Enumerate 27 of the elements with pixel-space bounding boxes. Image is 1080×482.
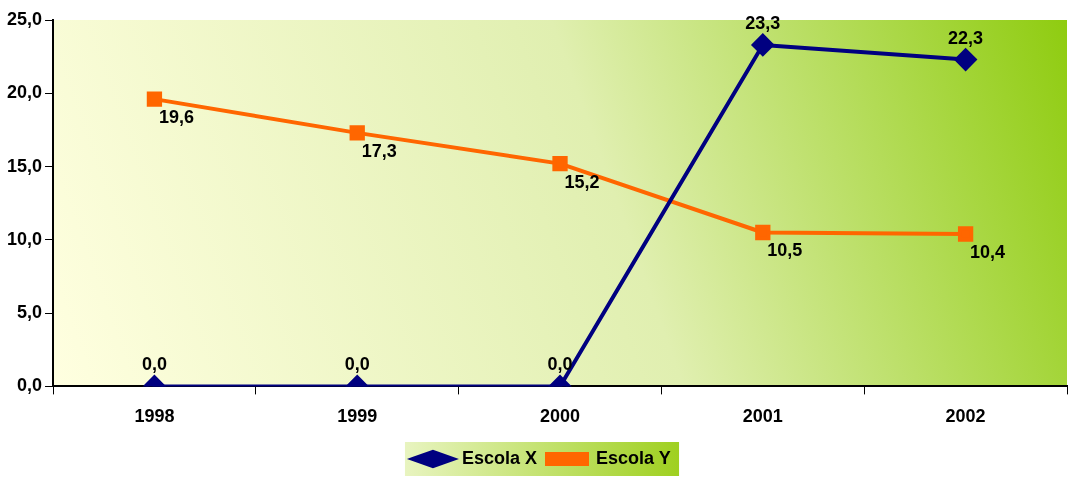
data-label: 10,5 bbox=[767, 240, 803, 261]
legend-label: Escola X bbox=[461, 447, 538, 468]
data-label: 15,2 bbox=[564, 171, 600, 192]
y-tick-label: 10,0 bbox=[6, 228, 43, 249]
point bbox=[146, 91, 163, 107]
y-tick-label: 20,0 bbox=[6, 82, 43, 103]
x-tick-label: 2001 bbox=[742, 406, 783, 427]
y-tick-label: 15,0 bbox=[6, 155, 43, 176]
data-label: 0,0 bbox=[141, 354, 167, 375]
x-tick-label: 2002 bbox=[945, 406, 986, 427]
data-label: 0,0 bbox=[344, 354, 370, 375]
point bbox=[954, 48, 977, 71]
x-tick-label: 1998 bbox=[134, 406, 175, 427]
point bbox=[751, 33, 774, 56]
legend-label: Escola Y bbox=[596, 447, 671, 468]
x-tick-label: 1999 bbox=[337, 406, 378, 427]
data-label: 10,4 bbox=[970, 241, 1006, 262]
point bbox=[552, 155, 568, 172]
y-tick-label: 25,0 bbox=[6, 8, 43, 29]
x-tick-label: 2000 bbox=[539, 406, 581, 427]
data-label: 19,6 bbox=[158, 107, 194, 128]
data-label: 0,0 bbox=[547, 354, 573, 375]
point bbox=[349, 125, 365, 141]
y-tick-label: 5,0 bbox=[17, 302, 43, 323]
data-label: 22,3 bbox=[948, 27, 984, 48]
data-label: 17,3 bbox=[361, 140, 397, 161]
y-tick-label: 0,0 bbox=[17, 375, 43, 396]
